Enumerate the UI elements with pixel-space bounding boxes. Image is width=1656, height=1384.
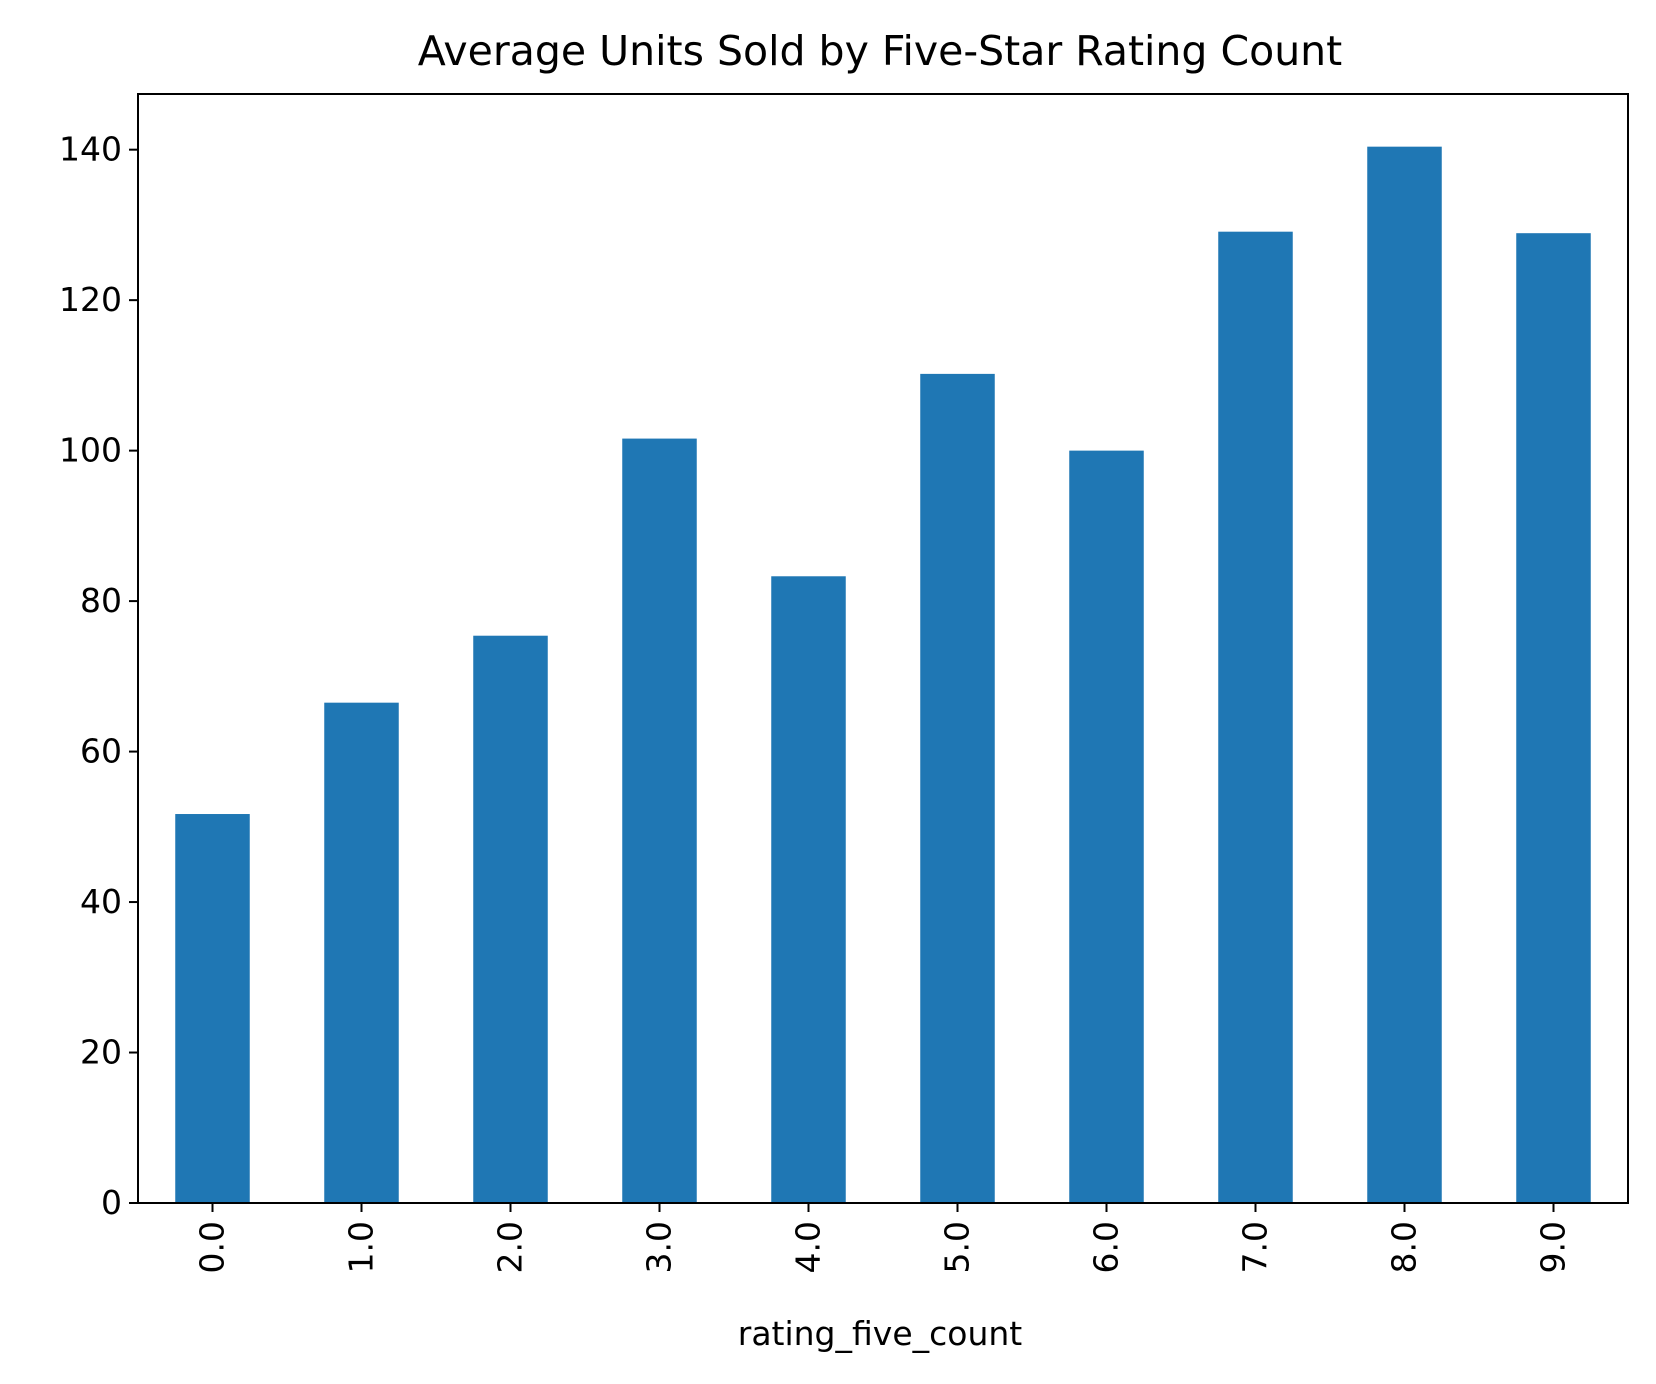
bar-5.0: [920, 373, 995, 1203]
x-tick-label: 0.0: [193, 1221, 232, 1273]
bar-4.0: [771, 576, 846, 1203]
x-tick-label: 7.0: [1236, 1221, 1275, 1273]
y-tick-label: 100: [59, 431, 122, 470]
x-tick-label: 6.0: [1087, 1221, 1126, 1273]
y-tick-label: 60: [80, 732, 122, 771]
y-tick-label: 40: [80, 882, 122, 921]
bar-0.0: [175, 814, 250, 1203]
x-axis-label: rating_five_count: [738, 1314, 1023, 1353]
x-tick-label: 8.0: [1385, 1221, 1424, 1273]
bar-1.0: [324, 702, 399, 1203]
bar-9.0: [1516, 233, 1591, 1204]
bar-6.0: [1069, 450, 1144, 1204]
y-tick-label: 0: [101, 1183, 122, 1222]
x-ticks-group: 0.0 1.0 2.0 3.0 4.0 5.0 6.0 7.0 8.0 9.0: [193, 1203, 1573, 1273]
bar-2.0: [473, 635, 548, 1203]
x-tick-label: 2.0: [491, 1221, 530, 1273]
y-tick-label: 20: [80, 1033, 122, 1072]
x-tick-label: 4.0: [789, 1221, 828, 1273]
x-tick-label: 5.0: [938, 1221, 977, 1273]
y-tick-label: 120: [59, 280, 122, 319]
y-ticks-group: 0 20 40 60 80 100 120 140: [59, 130, 138, 1222]
bars-group: [175, 146, 1591, 1204]
x-tick-label: 3.0: [640, 1221, 679, 1273]
x-tick-label: 1.0: [342, 1221, 381, 1273]
y-tick-label: 80: [80, 581, 122, 620]
axes-group: [137, 93, 1629, 1204]
bar-8.0: [1367, 146, 1442, 1203]
bar-7.0: [1218, 231, 1293, 1204]
plot-frame: [137, 93, 1629, 1204]
x-tick-label: 9.0: [1534, 1221, 1573, 1273]
bar-3.0: [622, 438, 697, 1203]
chart-title: Average Units Sold by Five-Star Rating C…: [418, 27, 1343, 75]
y-tick-label: 140: [59, 130, 122, 169]
